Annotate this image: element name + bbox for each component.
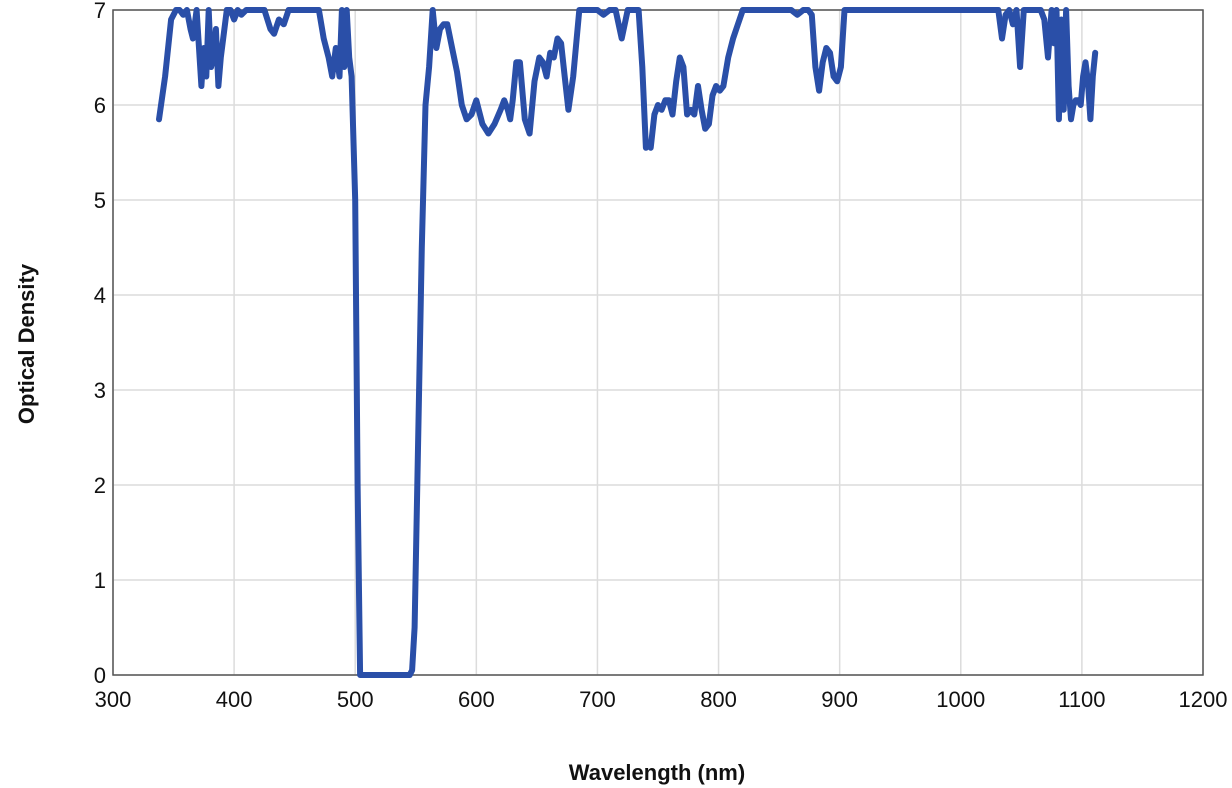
x-tick-label: 400: [216, 687, 253, 712]
x-axis-title: Wavelength (nm): [569, 760, 745, 785]
x-tick-label: 500: [337, 687, 374, 712]
series-line: [156, 7, 1099, 678]
x-tick-label: 300: [95, 687, 132, 712]
x-tick-label: 700: [579, 687, 616, 712]
x-tick-label: 1100: [1058, 687, 1105, 712]
y-tick-label: 3: [94, 378, 106, 403]
y-tick-label: 0: [94, 663, 106, 688]
y-axis-title: Optical Density: [14, 263, 39, 424]
x-tick-label: 900: [821, 687, 858, 712]
plot-area-frame: [112, 9, 1204, 676]
y-tick-label: 7: [94, 0, 106, 23]
x-axis-ticks: 300 400 500 600 700 800 900 1000 1100 1200: [95, 687, 1228, 712]
y-tick-label: 2: [94, 473, 106, 498]
y-axis-ticks: 0 1 2 3 4 5 6 7: [94, 0, 106, 688]
y-tick-label: 6: [94, 93, 106, 118]
x-tick-label: 1200: [1179, 687, 1228, 712]
x-tick-label: 1000: [936, 687, 985, 712]
x-tick-label: 600: [458, 687, 495, 712]
y-tick-label: 5: [94, 188, 106, 213]
y-tick-label: 1: [94, 568, 106, 593]
x-tick-label: 800: [700, 687, 737, 712]
y-tick-label: 4: [94, 283, 106, 308]
